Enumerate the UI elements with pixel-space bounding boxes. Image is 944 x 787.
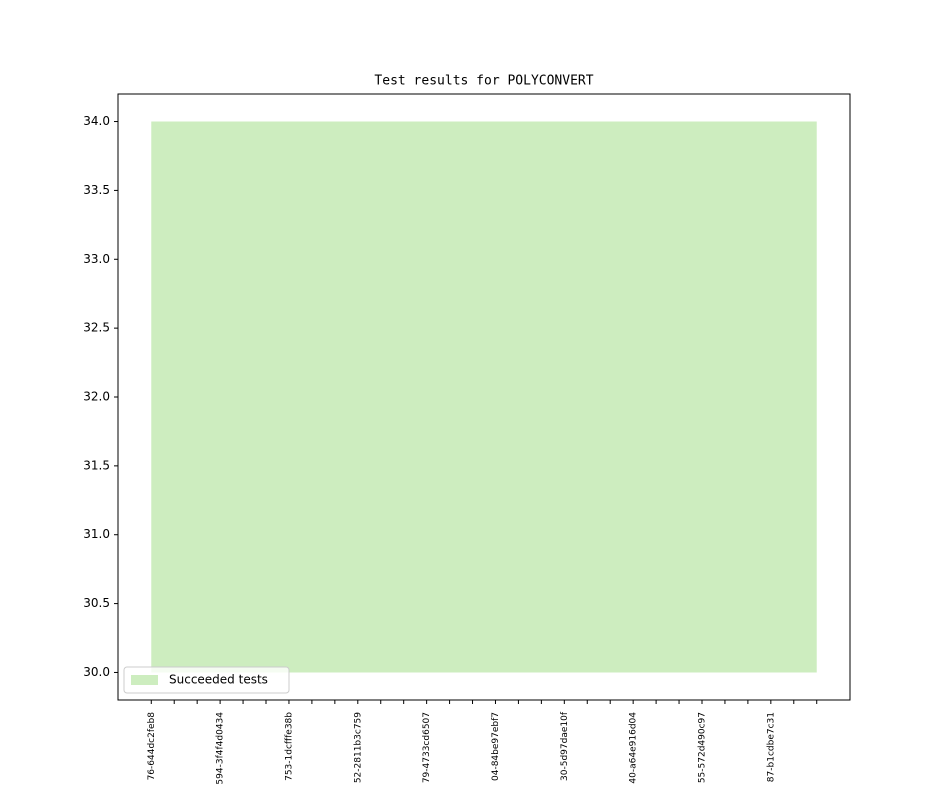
y-tick-label: 30.0 <box>83 665 110 679</box>
y-tick-label: 33.5 <box>83 183 110 197</box>
legend-label: Succeeded tests <box>169 673 268 687</box>
x-tick-label: 76-644dc2feb8 <box>147 712 157 781</box>
x-tick-label: 594-3f4f4d0434 <box>216 712 226 785</box>
y-tick-label: 31.5 <box>83 458 110 472</box>
x-tick-label: 753-1dcfffe38b <box>284 712 294 781</box>
y-tick-label: 32.0 <box>83 390 110 404</box>
x-tick-label: 55-572d490c97 <box>697 712 707 783</box>
x-tick-label: 30-5d97dae10f <box>560 711 570 781</box>
legend-frame <box>123 666 290 694</box>
legend: Succeeded tests <box>123 666 290 694</box>
x-tick-label: 52-2811b3c759 <box>353 712 363 783</box>
x-tick-label: 79-4733cd6507 <box>422 712 432 783</box>
y-tick-label: 32.5 <box>83 321 110 335</box>
x-tick-label: 87-b1cdbe7c31 <box>766 712 776 782</box>
legend-swatch <box>131 675 158 685</box>
x-tick-label: 40-a64e916d04 <box>629 712 639 784</box>
y-tick-label: 34.0 <box>83 114 110 128</box>
chart-title: Test results for POLYCONVERT <box>374 74 593 89</box>
y-tick-label: 33.0 <box>83 252 110 266</box>
y-tick-label: 30.5 <box>83 596 110 610</box>
y-tick-label: 31.0 <box>83 527 110 541</box>
area <box>151 121 817 673</box>
x-tick-label: 04-84be97ebf7 <box>491 712 501 781</box>
